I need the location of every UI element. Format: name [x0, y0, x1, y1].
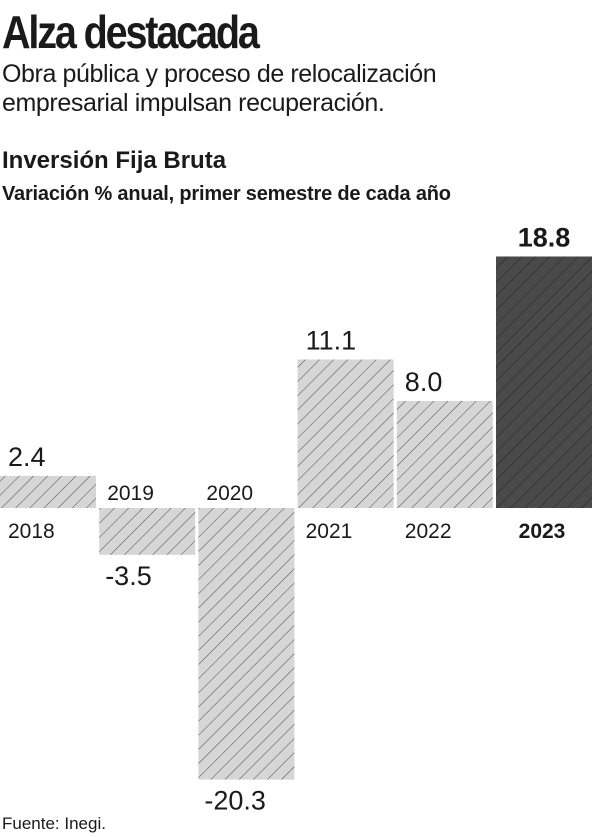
chart-subtitle: Variación % anual, primer semestre de ca…	[2, 183, 451, 205]
labels-group: 2.4 2018 -3.5 2019 -20.3 2020 11.1 2021 8.0 2022 1…	[8, 223, 570, 816]
source-note: Fuente: Inegi.	[2, 814, 106, 833]
category-label-2020: 2020	[206, 482, 253, 505]
category-label-2018: 2018	[8, 520, 55, 543]
bar-2018	[0, 475, 96, 508]
subheadline-line-2: empresarial impulsan recuperación.	[2, 89, 385, 117]
subheadline-line-1: Obra pública y proceso de relocalización	[2, 60, 437, 88]
bar-2022	[396, 401, 493, 508]
bar-2020	[198, 508, 295, 780]
bar-2021	[297, 359, 394, 508]
category-label-2021: 2021	[306, 520, 353, 543]
value-label-2019: -3.5	[105, 561, 152, 591]
value-label-2022: 8.0	[405, 367, 443, 397]
value-label-2021: 11.1	[306, 326, 357, 356]
bar-2023	[496, 256, 592, 508]
value-label-2023: 18.8	[518, 223, 571, 253]
value-label-2020: -20.3	[204, 786, 266, 816]
category-label-2022: 2022	[405, 520, 452, 543]
category-label-2019: 2019	[107, 482, 154, 505]
value-label-2018: 2.4	[8, 442, 46, 472]
bars-group	[0, 256, 592, 780]
category-label-2023: 2023	[519, 520, 566, 543]
headline: Alza destacada	[2, 6, 260, 58]
chart-title: Inversión Fija Bruta	[2, 147, 227, 174]
subheadline: Obra pública y proceso de relocalización…	[2, 60, 592, 118]
bar-2019	[99, 508, 196, 555]
